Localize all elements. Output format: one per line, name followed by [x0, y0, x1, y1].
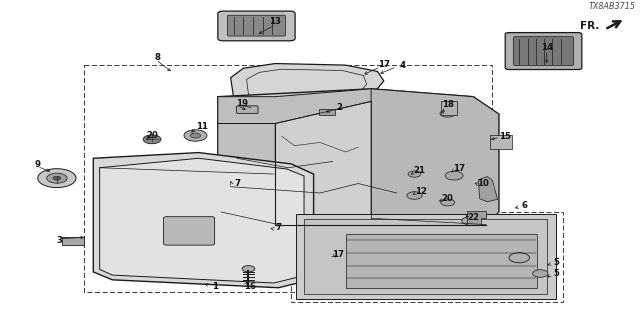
- Circle shape: [408, 171, 421, 177]
- Circle shape: [440, 110, 456, 117]
- FancyBboxPatch shape: [490, 135, 511, 149]
- Circle shape: [53, 176, 61, 180]
- Text: 5: 5: [554, 258, 559, 267]
- Text: 19: 19: [236, 100, 248, 108]
- Text: 17: 17: [378, 60, 390, 69]
- Text: 22: 22: [467, 213, 479, 222]
- Text: 20: 20: [442, 194, 454, 203]
- Circle shape: [532, 270, 548, 277]
- Polygon shape: [93, 153, 314, 288]
- Circle shape: [445, 171, 463, 180]
- Circle shape: [242, 266, 255, 272]
- FancyBboxPatch shape: [505, 33, 582, 69]
- FancyBboxPatch shape: [442, 101, 457, 115]
- Circle shape: [190, 133, 200, 138]
- Text: 6: 6: [522, 201, 527, 210]
- Text: FR.: FR.: [580, 20, 600, 31]
- Text: 5: 5: [554, 269, 559, 278]
- Bar: [291, 212, 563, 302]
- Polygon shape: [371, 89, 499, 225]
- Text: 14: 14: [541, 43, 553, 52]
- Polygon shape: [467, 211, 486, 225]
- Polygon shape: [230, 64, 384, 105]
- Text: 13: 13: [269, 17, 282, 26]
- Text: 8: 8: [154, 53, 160, 62]
- Circle shape: [509, 253, 529, 263]
- Circle shape: [441, 199, 455, 206]
- Polygon shape: [478, 177, 497, 202]
- Text: 21: 21: [413, 166, 425, 175]
- Text: 9: 9: [34, 160, 40, 169]
- Text: 4: 4: [400, 60, 406, 70]
- Polygon shape: [304, 219, 547, 294]
- Circle shape: [407, 192, 422, 199]
- FancyBboxPatch shape: [236, 106, 258, 113]
- Text: 12: 12: [415, 187, 427, 196]
- FancyBboxPatch shape: [218, 11, 295, 41]
- FancyBboxPatch shape: [319, 109, 335, 115]
- Text: 17: 17: [453, 164, 465, 173]
- Text: 15: 15: [499, 132, 511, 141]
- Circle shape: [38, 169, 76, 188]
- Polygon shape: [218, 89, 499, 225]
- Text: 1: 1: [212, 282, 218, 291]
- FancyBboxPatch shape: [164, 217, 214, 245]
- Polygon shape: [346, 234, 537, 288]
- Polygon shape: [296, 214, 556, 299]
- Text: 11: 11: [196, 122, 208, 131]
- FancyBboxPatch shape: [227, 15, 285, 36]
- Polygon shape: [100, 158, 304, 283]
- Text: 7: 7: [234, 179, 240, 188]
- Text: 20: 20: [147, 131, 159, 140]
- Circle shape: [184, 130, 207, 141]
- FancyBboxPatch shape: [62, 237, 84, 245]
- Polygon shape: [218, 89, 499, 124]
- Text: 7: 7: [275, 223, 282, 232]
- Bar: [84, 65, 492, 292]
- Circle shape: [143, 135, 161, 144]
- FancyBboxPatch shape: [513, 37, 573, 65]
- Text: 16: 16: [244, 282, 256, 291]
- Text: 18: 18: [442, 100, 454, 109]
- Text: 10: 10: [477, 179, 489, 188]
- Text: 17: 17: [332, 250, 344, 259]
- Circle shape: [462, 217, 478, 225]
- Text: 3: 3: [56, 236, 63, 245]
- Polygon shape: [218, 124, 275, 225]
- Circle shape: [47, 173, 67, 183]
- Text: 2: 2: [336, 103, 342, 112]
- Text: TX8AB3715: TX8AB3715: [589, 3, 636, 12]
